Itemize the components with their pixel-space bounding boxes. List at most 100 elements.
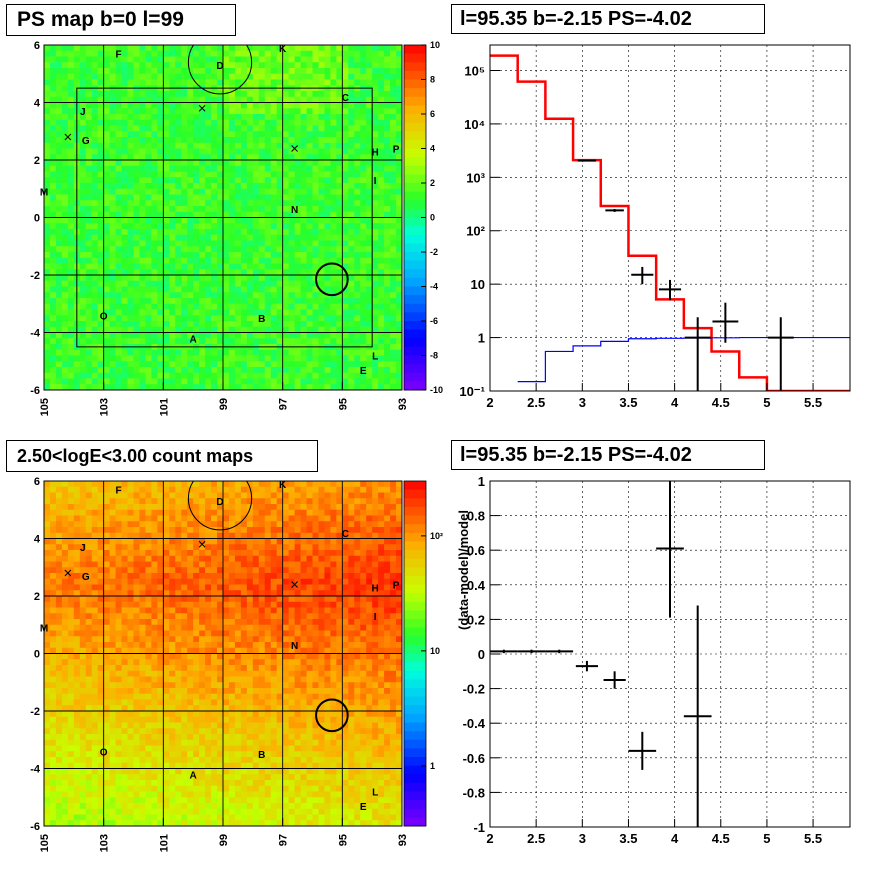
heatmap-cell	[324, 154, 331, 161]
heatmap-cell	[175, 131, 182, 138]
heatmap-cell	[384, 217, 391, 224]
heatmap-cell	[282, 257, 290, 264]
heatmap-cell	[378, 154, 385, 161]
heatmap-cell	[115, 257, 122, 264]
heatmap-cell	[223, 73, 230, 80]
heatmap-cell	[97, 527, 105, 534]
heatmap-cell	[228, 125, 236, 132]
heatmap-cell	[276, 194, 284, 201]
heatmap-cell	[318, 367, 325, 374]
y-tick-label: 6	[34, 40, 40, 52]
heatmap-cell	[342, 223, 349, 230]
heatmap-cell	[91, 521, 99, 528]
heatmap-cell	[276, 165, 284, 172]
heatmap-cell	[240, 252, 248, 259]
heatmap-cell	[145, 716, 152, 723]
heatmap-cell	[342, 171, 349, 178]
heatmap-cell	[139, 636, 146, 643]
heatmap-cell	[61, 739, 69, 746]
heatmap-cell	[336, 234, 343, 241]
heatmap-cell	[139, 647, 146, 654]
heatmap-cell	[312, 384, 319, 390]
heatmap-cell	[294, 361, 301, 368]
heatmap-cell	[175, 102, 182, 109]
heatmap-cell	[234, 240, 242, 247]
heatmap-cell	[175, 160, 182, 167]
heatmap-cell	[312, 62, 319, 69]
heatmap-cell	[282, 206, 290, 213]
heatmap-cell	[354, 137, 361, 144]
heatmap-cell	[294, 91, 301, 98]
heatmap-cell	[193, 102, 200, 109]
heatmap-cell	[127, 624, 134, 631]
heatmap-cell	[79, 722, 87, 729]
heatmap-cell	[228, 292, 236, 299]
heatmap-cell	[348, 332, 355, 339]
heatmap-cell	[133, 45, 140, 52]
heatmap-cell	[366, 45, 373, 52]
heatmap-cell	[133, 303, 140, 310]
heatmap-cell	[217, 125, 224, 132]
heatmap-cell	[127, 820, 134, 826]
heatmap-cell	[175, 229, 182, 236]
heatmap-cell	[282, 171, 290, 178]
heatmap-cell	[258, 108, 266, 115]
heatmap-cell	[264, 280, 272, 287]
heatmap-cell	[97, 303, 105, 310]
heatmap-cell	[115, 246, 122, 253]
heatmap-cell	[127, 183, 134, 190]
heatmap-cell	[342, 108, 349, 115]
heatmap-cell	[246, 229, 254, 236]
heatmap-cell	[348, 131, 355, 138]
heatmap-cell	[312, 367, 319, 374]
colorbar-cell	[404, 381, 426, 391]
heatmap-cell	[223, 338, 230, 345]
heatmap-cell	[336, 223, 343, 230]
heatmap-cell	[61, 682, 69, 689]
heatmap-cell	[79, 538, 87, 545]
data-point	[712, 302, 739, 343]
heatmap-cell	[360, 355, 367, 362]
heatmap-cell	[151, 509, 158, 516]
heatmap-cell	[193, 119, 200, 126]
heatmap-cell	[217, 252, 224, 259]
heatmap-cell	[145, 142, 152, 149]
heatmap-cell	[378, 206, 385, 213]
heatmap-cell	[258, 321, 266, 328]
heatmap-cell	[127, 257, 134, 264]
heatmap-cell	[258, 217, 266, 224]
heatmap-cell	[139, 498, 146, 505]
heatmap-cell	[73, 768, 81, 775]
heatmap-cell	[169, 73, 176, 80]
heatmap-cell	[145, 578, 152, 585]
heatmap-cell	[55, 85, 63, 92]
heatmap-cell	[145, 590, 152, 597]
heatmap-cell	[145, 521, 152, 528]
heatmap-cell	[67, 263, 75, 270]
heatmap-cell	[306, 229, 313, 236]
heatmap-cell	[145, 550, 152, 557]
roi-box	[76, 87, 373, 348]
heatmap-cell	[67, 550, 75, 557]
heatmap-cell	[67, 808, 75, 815]
heatmap-cell	[151, 578, 158, 585]
heatmap-cell	[360, 188, 367, 195]
heatmap-cell	[157, 803, 164, 810]
heatmap-cell	[151, 762, 158, 769]
heatmap-cell	[276, 223, 284, 230]
heatmap-cell	[85, 45, 93, 52]
heatmap-cell	[139, 50, 146, 57]
heatmap-cell	[270, 223, 278, 230]
heatmap-cell	[85, 280, 93, 287]
heatmap-cell	[246, 349, 254, 356]
heatmap-cell	[73, 636, 81, 643]
heatmap-cell	[199, 246, 206, 253]
heatmap-cell	[294, 160, 301, 167]
heatmap-cell	[390, 315, 397, 322]
heatmap-cell	[354, 131, 361, 138]
heatmap-cell	[61, 367, 69, 374]
heatmap-cell	[91, 160, 99, 167]
heatmap-cell	[44, 785, 51, 792]
heatmap-cell	[252, 160, 260, 167]
heatmap-cell	[49, 693, 57, 700]
